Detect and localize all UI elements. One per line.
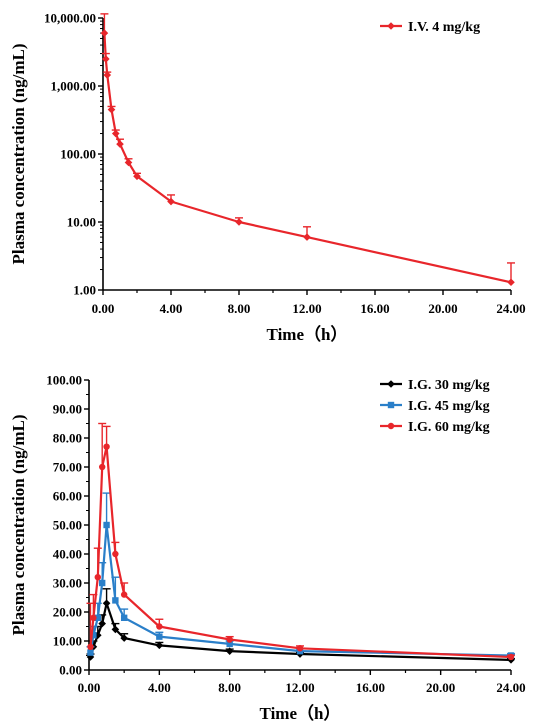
data-point <box>94 614 101 621</box>
data-point <box>112 597 119 604</box>
data-point <box>296 645 304 652</box>
data-point <box>112 550 119 558</box>
data-point <box>98 579 106 587</box>
data-point <box>87 643 94 650</box>
data-point <box>98 619 106 628</box>
series-line <box>103 33 512 284</box>
y-tick-label: 80.00 <box>53 431 82 446</box>
y-tick-label: 10.00 <box>53 634 82 649</box>
legend-label: I.V. 4 mg/kg <box>408 20 480 35</box>
data-point <box>156 623 163 630</box>
data-point <box>107 105 116 114</box>
chart-ig: 0.00 4.00 8.00 12.00 16.00 20.00 24.00 0.00 10.0… <box>9 373 526 724</box>
data-point <box>155 641 164 650</box>
y-tick-label: 70.00 <box>53 460 82 475</box>
y-tick-label: 60.00 <box>53 489 82 504</box>
data-point <box>387 401 395 409</box>
data-point <box>226 640 233 648</box>
chart-iv: 0.00 4.00 8.00 12.00 16.00 20.00 24.00 1.00 10.0… <box>9 11 526 345</box>
data-point <box>102 599 111 608</box>
data-point <box>103 521 110 529</box>
data-point <box>507 653 515 661</box>
y-tick-label: 0.00 <box>59 663 82 678</box>
series-0 <box>100 13 515 287</box>
data-point <box>87 649 94 656</box>
series-2 <box>86 422 515 661</box>
data-point <box>133 172 141 181</box>
x-tick-label: 0.00 <box>78 680 101 695</box>
x-tick-label: 20.00 <box>428 301 457 316</box>
data-point <box>387 22 395 30</box>
y-tick-label: 10,000.00 <box>44 11 96 26</box>
data-point <box>94 574 101 581</box>
data-point <box>226 636 233 643</box>
y-tick-label: 1.00 <box>73 283 96 298</box>
data-point <box>120 614 128 621</box>
y-tick-label: 10.00 <box>67 215 96 230</box>
data-point <box>120 591 128 598</box>
legend-label: I.G. 30 mg/kg <box>408 378 490 393</box>
x-tick-label: 4.00 <box>160 301 183 316</box>
data-point <box>387 380 395 388</box>
data-point <box>507 278 515 287</box>
data-point <box>102 55 110 63</box>
data-point <box>103 443 110 450</box>
y-axis-label: Plasma concentration (ng/mL) <box>9 415 28 636</box>
data-point <box>90 614 97 621</box>
data-point <box>90 632 97 639</box>
x-tick-label: 20.00 <box>426 680 455 695</box>
y-tick-label: 90.00 <box>53 402 82 417</box>
data-point <box>387 422 395 430</box>
data-point <box>103 71 112 79</box>
data-point <box>111 625 120 634</box>
x-tick-label: 24.00 <box>496 301 525 316</box>
data-point <box>120 634 128 642</box>
data-point <box>124 158 133 167</box>
data-point <box>111 129 120 138</box>
data-point <box>98 463 106 471</box>
legend-label: I.G. 45 mg/kg <box>408 399 490 414</box>
data-point <box>167 197 175 206</box>
x-tick-label: 4.00 <box>148 680 171 695</box>
y-tick-label: 30.00 <box>53 576 82 591</box>
y-tick-label: 20.00 <box>53 605 82 620</box>
x-tick-label: 12.00 <box>285 680 314 695</box>
y-tick-label: 100.00 <box>46 373 82 388</box>
x-tick-label: 8.00 <box>228 301 251 316</box>
y-tick-label: 100.00 <box>60 147 96 162</box>
data-point <box>100 29 109 37</box>
x-tick-label: 24.00 <box>496 680 525 695</box>
x-tick-label: 8.00 <box>218 680 241 695</box>
x-tick-label: 12.00 <box>292 301 321 316</box>
data-point <box>235 218 243 226</box>
data-point <box>116 140 124 148</box>
x-tick-label: 16.00 <box>356 680 385 695</box>
y-tick-label: 50.00 <box>53 518 82 533</box>
series-line <box>89 523 512 657</box>
data-point <box>225 647 234 655</box>
x-axis-label: Time（h） <box>267 324 348 344</box>
x-tick-label: 16.00 <box>360 301 389 316</box>
series-1 <box>86 492 515 659</box>
y-tick-label: 1,000.00 <box>51 79 97 94</box>
x-tick-label: 0.00 <box>92 301 115 316</box>
series-line <box>89 445 512 659</box>
y-tick-label: 40.00 <box>53 547 82 562</box>
x-axis-label: Time（h） <box>260 703 341 723</box>
data-point <box>156 633 163 640</box>
legend-label: I.G. 60 mg/kg <box>408 420 490 435</box>
y-axis-label: Plasma concentration (ng/mL) <box>9 44 28 265</box>
data-point <box>303 233 311 241</box>
